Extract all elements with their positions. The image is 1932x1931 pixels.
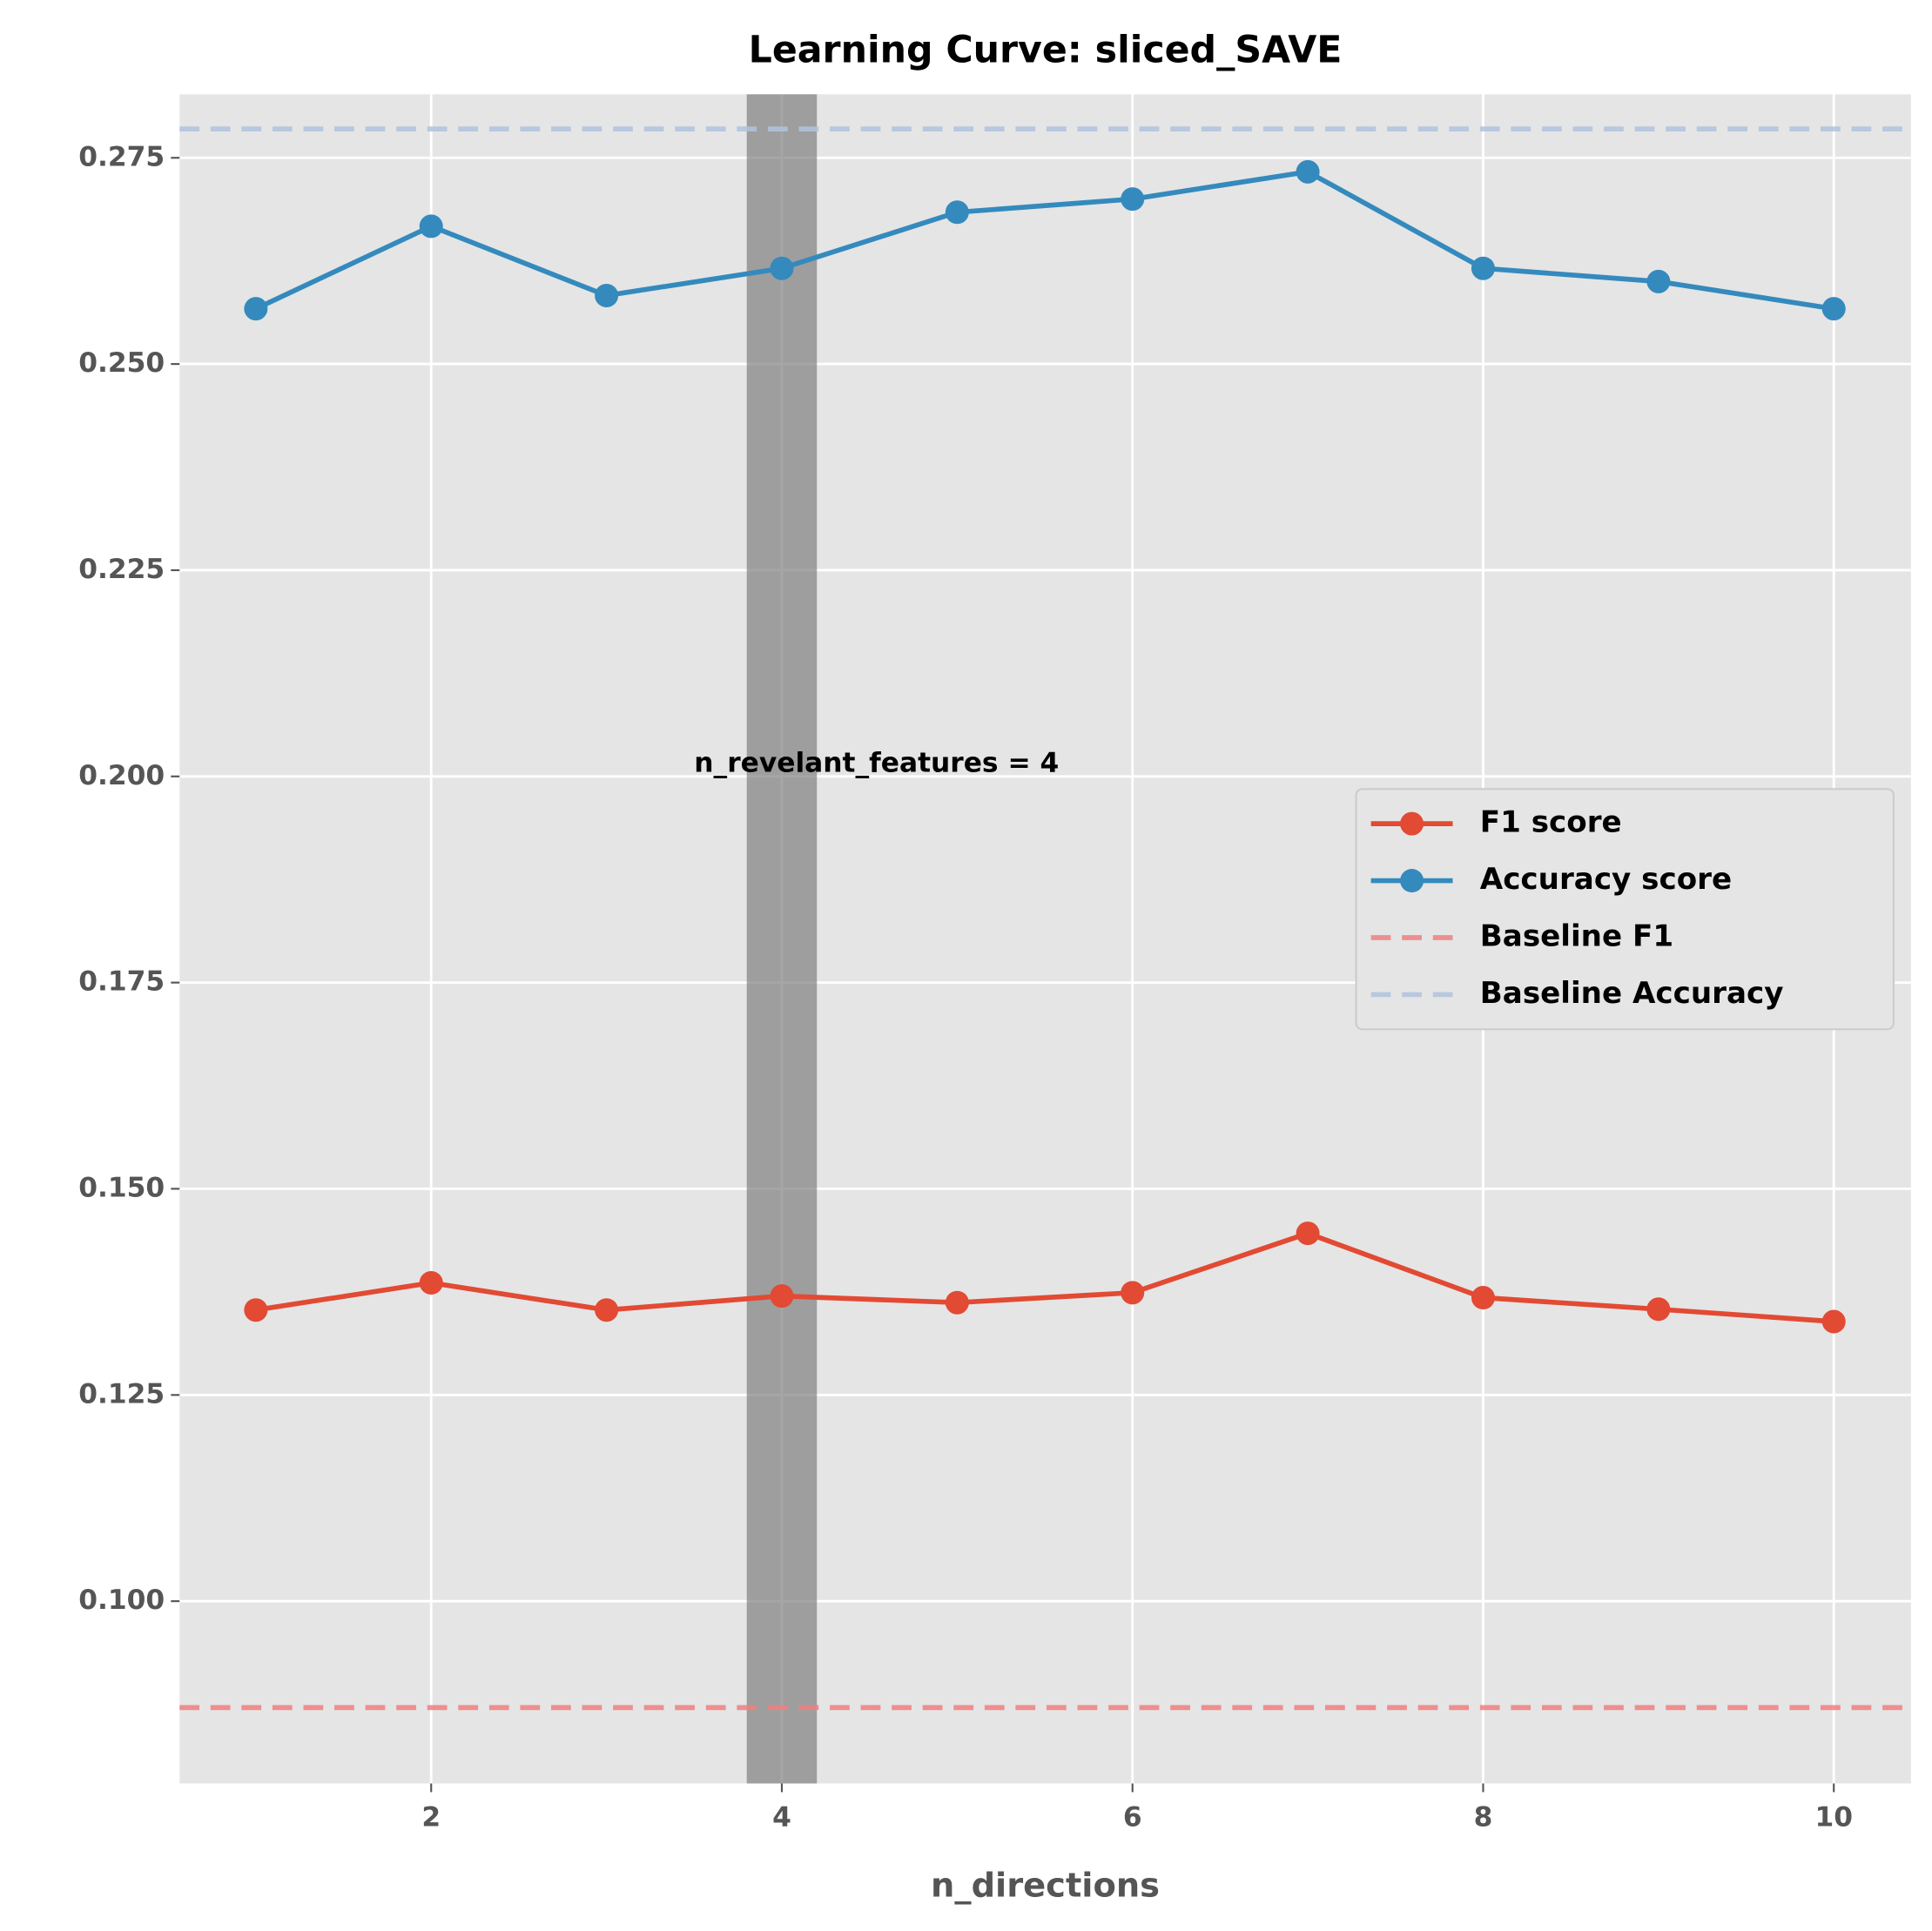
- x-tick-label: 4: [772, 1801, 791, 1833]
- data-point: [1646, 269, 1671, 293]
- data-point: [945, 200, 969, 225]
- data-point: [1121, 187, 1145, 212]
- data-point: [244, 297, 268, 321]
- annotation: n_revelant_features = 4: [694, 748, 1059, 779]
- y-tick-label: 0.175: [78, 966, 165, 998]
- data-point: [1471, 1286, 1495, 1310]
- data-point: [419, 214, 443, 239]
- y-tick-label: 0.275: [78, 141, 165, 172]
- x-axis-label: n_directions: [931, 1867, 1160, 1906]
- y-tick-label: 0.225: [78, 554, 165, 585]
- x-tick-label: 10: [1814, 1801, 1853, 1833]
- data-point: [595, 283, 619, 307]
- data-point: [770, 256, 794, 280]
- data-point: [1821, 1309, 1846, 1334]
- data-point: [1296, 1221, 1320, 1246]
- legend: F1 score Accuracy score Baseline F1 Baselin…: [1355, 788, 1895, 1031]
- series-line: [255, 1230, 1834, 1324]
- data-point: [770, 1284, 794, 1309]
- y-tick-label: 0.200: [78, 760, 165, 791]
- x-tick-label: 2: [421, 1801, 441, 1833]
- series-line: [254, 169, 1834, 312]
- y-tick-label: 0.150: [78, 1172, 165, 1203]
- y-tick-label: 0.100: [78, 1584, 165, 1616]
- legend-label: F1 score: [1480, 805, 1622, 840]
- data-point: [595, 1298, 619, 1322]
- y-tick-label: 0.250: [78, 347, 165, 379]
- legend-marker: [1400, 811, 1424, 836]
- data-point: [244, 1298, 268, 1322]
- data-point: [945, 1290, 969, 1315]
- legend-label: Baseline Accuracy: [1480, 976, 1784, 1011]
- data-point: [1821, 297, 1846, 321]
- x-tick-label: 6: [1123, 1801, 1142, 1833]
- legend-box: [1355, 788, 1895, 1031]
- data-point: [419, 1270, 443, 1295]
- highlight-span: [746, 94, 818, 1784]
- data-point: [1121, 1281, 1145, 1305]
- y-tick-label: 0.125: [78, 1378, 165, 1410]
- legend-label: Baseline F1: [1480, 918, 1673, 953]
- chart-title: Learning Curve: sliced_SAVE: [749, 28, 1343, 71]
- data-point: [1646, 1297, 1671, 1322]
- data-point: [1471, 256, 1495, 280]
- legend-label: Accuracy score: [1480, 862, 1732, 897]
- data-point: [1296, 159, 1320, 184]
- legend-marker: [1400, 869, 1424, 893]
- x-tick-label: 8: [1474, 1801, 1493, 1833]
